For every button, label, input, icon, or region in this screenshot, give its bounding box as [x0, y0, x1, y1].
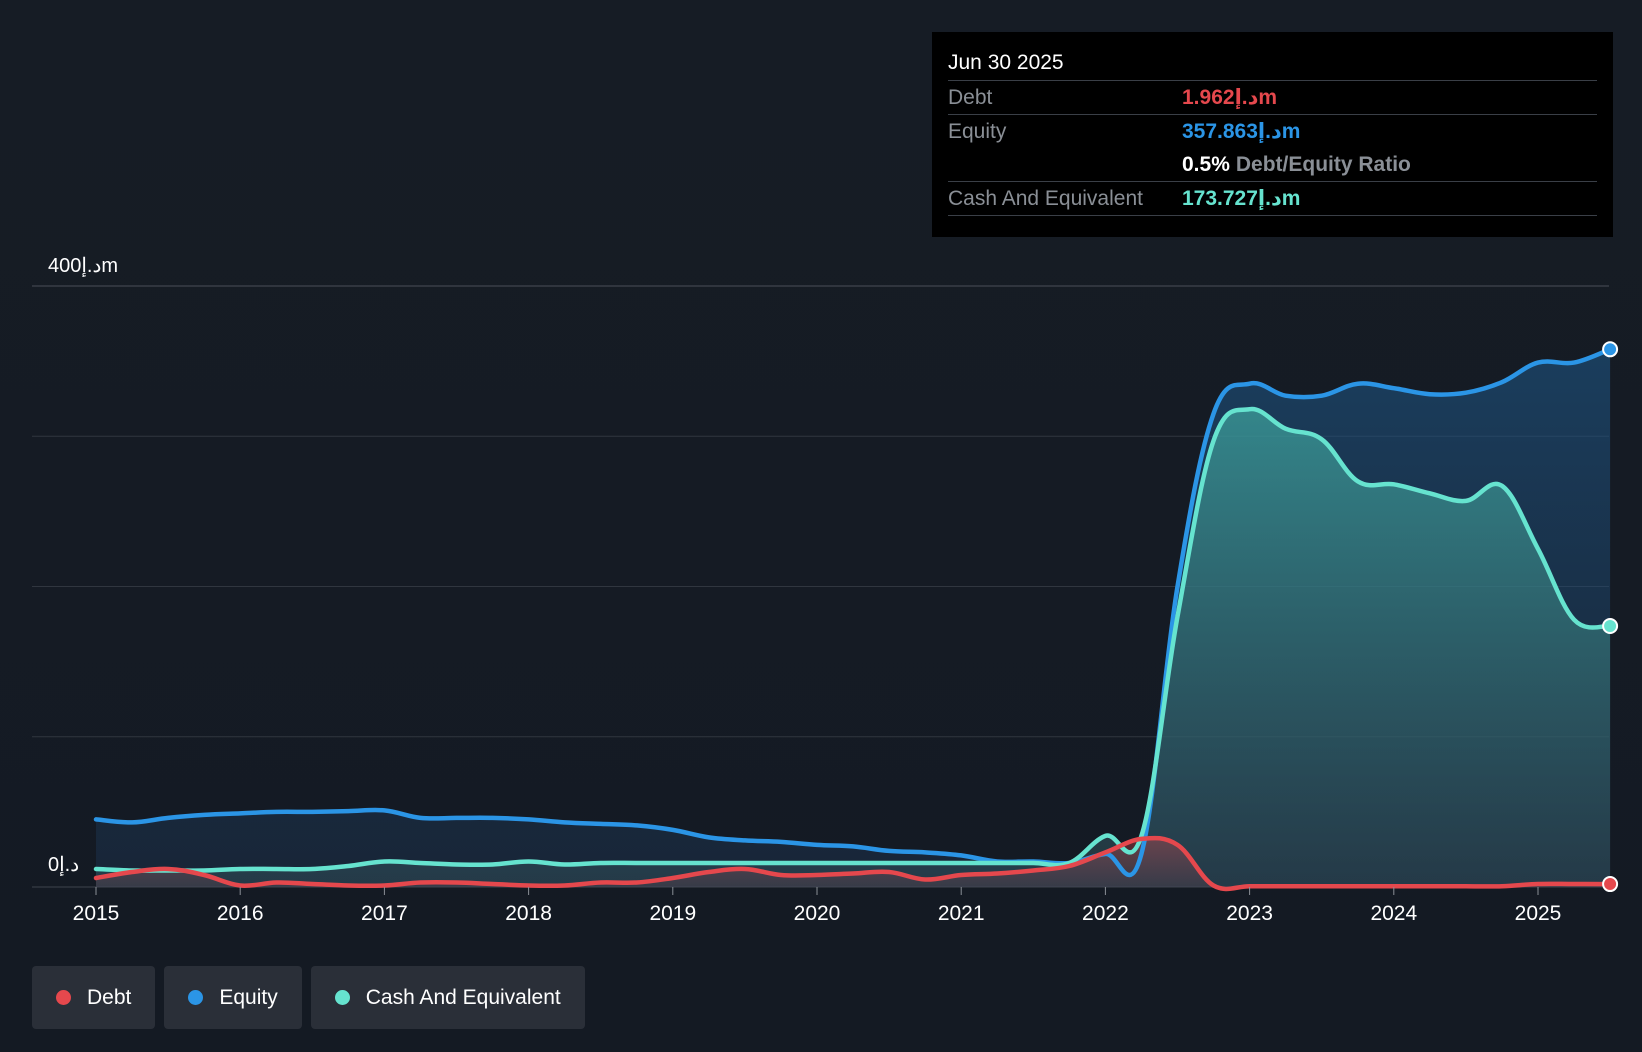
x-tick-label-2018: 2018 — [505, 902, 552, 925]
tooltip-row-equity: Equity 357.863د.إm — [948, 114, 1597, 148]
legend-debt-label: Debt — [87, 985, 132, 1009]
series-lines — [93, 347, 1613, 892]
tooltip-equity-value: 357.863د.إm — [1182, 120, 1301, 143]
tooltip-date: Jun 30 2025 — [948, 51, 1064, 74]
x-tick-label-2022: 2022 — [1082, 902, 1129, 925]
cash-end-marker[interactable] — [1602, 617, 1619, 634]
tooltip-equity-label: Equity — [948, 120, 1007, 143]
tooltip-ratio-label: Debt/Equity Ratio — [1235, 153, 1411, 176]
x-tick-label-2019: 2019 — [649, 902, 696, 925]
tooltip-debt-label: Debt — [948, 86, 993, 109]
tooltip-ratio: 0.5% Debt/Equity Ratio — [1182, 148, 1411, 181]
tooltip-ratio-spacer — [948, 148, 1182, 181]
data-tooltip: Jun 30 2025 Debt 1.962د.إm Equity 357.86… — [932, 32, 1613, 237]
tooltip-cash-label: Cash And Equivalent — [948, 187, 1143, 210]
x-tick-label-2017: 2017 — [361, 902, 408, 925]
legend-equity-label: Equity — [219, 985, 278, 1009]
legend-item-equity[interactable]: Equity — [164, 966, 302, 1029]
series-end-markers — [1602, 341, 1619, 893]
legend-item-cash[interactable]: Cash And Equivalent — [310, 966, 585, 1029]
equity-dot-icon — [188, 990, 204, 1005]
y-axis-bottom-label: 0د.إ — [48, 854, 79, 877]
x-tick-label-2024: 2024 — [1370, 902, 1417, 925]
tooltip-row-debt: Debt 1.962د.إm — [948, 80, 1597, 114]
tooltip-row-cash: Cash And Equivalent 173.727د.إm — [948, 181, 1597, 216]
tooltip-row-ratio: 0.5% Debt/Equity Ratio — [948, 148, 1597, 181]
tooltip-ratio-value: 0.5% — [1182, 153, 1230, 176]
tooltip-cash-value: 173.727د.إm — [1182, 187, 1301, 210]
debt-area — [96, 838, 1611, 889]
cash-dot-icon — [334, 990, 350, 1005]
equity-line — [93, 347, 1613, 878]
chart-legend: Debt Equity Cash And Equivalent — [32, 966, 585, 1029]
x-tick-label-2016: 2016 — [217, 902, 264, 925]
x-tick-label-2015: 2015 — [73, 902, 120, 925]
x-tick-label-2023: 2023 — [1226, 902, 1273, 925]
y-axis-top-label: 400د.إm — [48, 255, 118, 278]
x-tick-label-2020: 2020 — [794, 902, 841, 925]
cash-line — [93, 406, 1613, 873]
tooltip-debt-value: 1.962د.إm — [1182, 86, 1278, 109]
cash-area — [96, 408, 1611, 887]
equity-end-marker[interactable] — [1602, 341, 1619, 358]
debt-end-marker[interactable] — [1602, 876, 1619, 893]
x-tick-label-2025: 2025 — [1515, 902, 1562, 925]
legend-item-debt[interactable]: Debt — [32, 966, 156, 1029]
x-axis: 2015 2016 2017 2018 2019 2020 2021 2022 2023 2024… — [73, 887, 1562, 925]
series-areas — [96, 349, 1611, 889]
x-tick-label-2021: 2021 — [938, 902, 985, 925]
debt-dot-icon — [56, 990, 71, 1005]
legend-cash-label: Cash And Equivalent — [365, 985, 561, 1009]
debt-line — [93, 835, 1613, 892]
